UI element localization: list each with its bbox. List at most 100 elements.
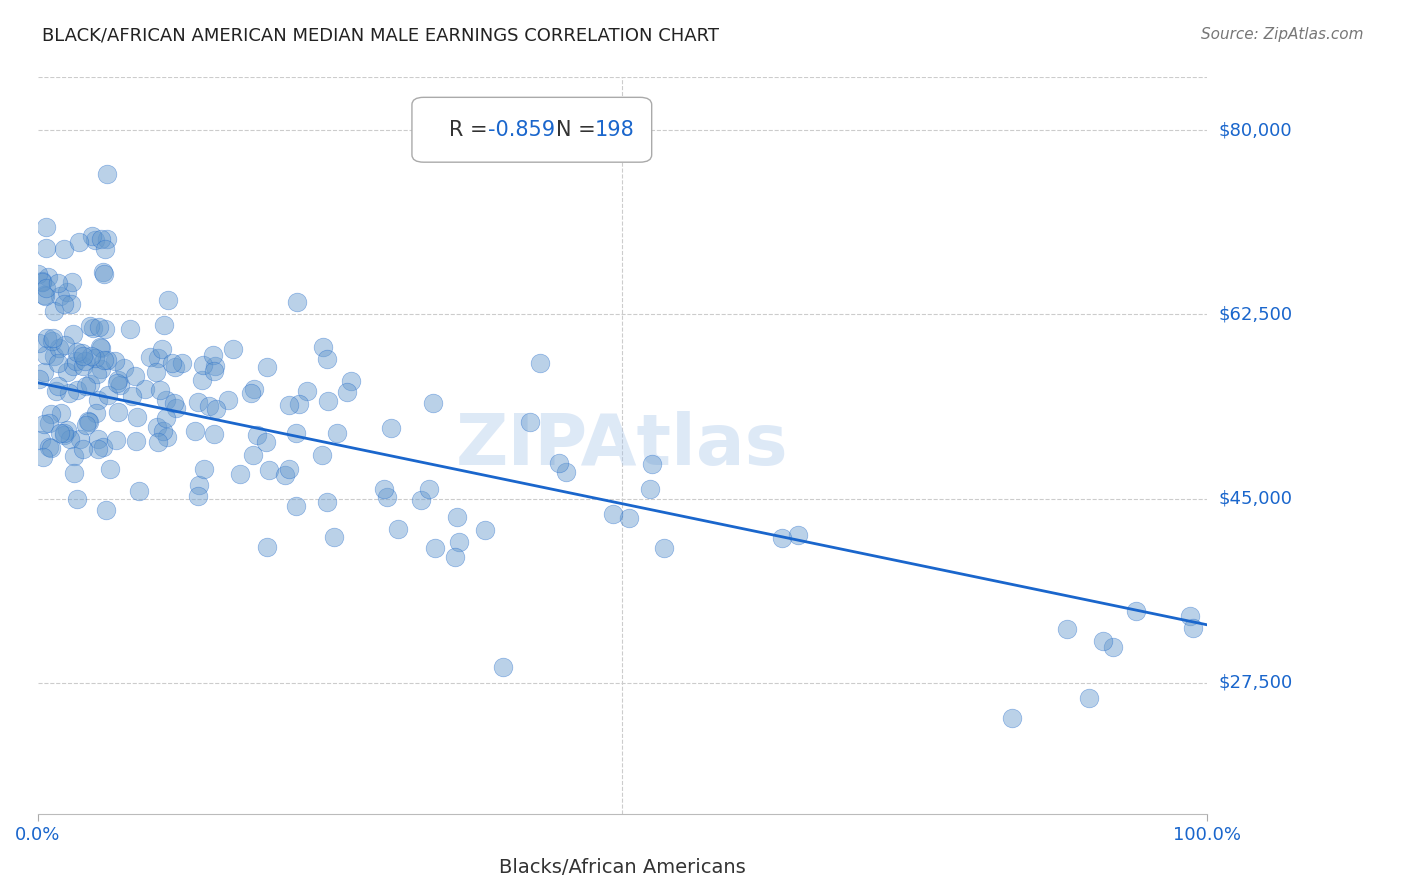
Point [56, 423, 79, 437]
Point [65, 491, 87, 506]
Point [31, 276, 53, 290]
Point [312, 340, 335, 354]
Point [41, 334, 63, 348]
Point [46, 379, 69, 393]
Point [186, 489, 208, 503]
Point [193, 461, 215, 475]
Point [787, 528, 810, 542]
Point [107, 372, 129, 386]
Point [311, 448, 333, 462]
Point [1001, 711, 1024, 725]
Text: 198: 198 [595, 120, 634, 140]
Point [204, 359, 226, 374]
Point [274, 467, 297, 482]
Text: ZIPAtlas: ZIPAtlas [456, 411, 789, 481]
Point [316, 394, 339, 409]
Point [75, 379, 97, 393]
Point [184, 424, 207, 438]
Text: BLACK/AFRICAN AMERICAN MEDIAN MALE EARNINGS CORRELATION CHART: BLACK/AFRICAN AMERICAN MEDIAN MALE EARNI… [42, 27, 720, 45]
Point [67, 235, 90, 249]
Point [447, 535, 470, 549]
Point [242, 448, 264, 462]
Point [35, 281, 58, 295]
Point [204, 401, 226, 416]
Point [191, 358, 214, 372]
Point [39, 407, 62, 421]
Point [86, 442, 108, 456]
Point [128, 484, 150, 499]
Point [56, 365, 79, 379]
Point [62, 450, 84, 464]
Point [28, 336, 51, 351]
Point [59, 297, 82, 311]
Point [42, 331, 65, 345]
Point [93, 267, 115, 281]
Point [124, 434, 146, 448]
Point [409, 493, 432, 508]
Point [97, 387, 120, 401]
Point [108, 378, 131, 392]
Point [256, 541, 278, 555]
Text: -0.859: -0.859 [488, 120, 555, 140]
Point [35, 219, 58, 234]
Point [65, 354, 87, 368]
Point [79, 349, 101, 363]
Point [60, 275, 83, 289]
Point [297, 384, 319, 398]
Point [46, 277, 69, 291]
Point [124, 369, 146, 384]
Point [32, 365, 55, 379]
Point [187, 395, 209, 409]
Point [288, 397, 311, 411]
Point [49, 426, 72, 441]
Point [70, 346, 93, 360]
Point [121, 389, 143, 403]
Point [62, 359, 84, 374]
Point [38, 440, 60, 454]
Point [79, 319, 101, 334]
Point [323, 531, 346, 545]
Point [134, 382, 156, 396]
Point [62, 327, 84, 342]
Point [529, 356, 551, 370]
Point [277, 399, 299, 413]
Point [446, 510, 468, 524]
Point [187, 478, 209, 492]
Point [72, 442, 94, 456]
Point [1092, 634, 1115, 648]
Point [96, 353, 118, 368]
Point [375, 490, 398, 504]
Point [285, 425, 308, 440]
Point [418, 482, 440, 496]
Point [49, 288, 72, 302]
Point [1181, 621, 1204, 635]
Text: $27,500: $27,500 [1219, 673, 1292, 691]
Text: $45,000: $45,000 [1219, 490, 1292, 508]
Point [1056, 622, 1078, 636]
Point [152, 424, 174, 438]
Point [91, 441, 114, 455]
Point [387, 523, 409, 537]
Point [139, 350, 162, 364]
Point [156, 430, 179, 444]
Point [380, 421, 402, 435]
Point [90, 361, 112, 376]
Point [191, 374, 214, 388]
Point [82, 321, 104, 335]
Point [58, 385, 80, 400]
Point [48, 341, 70, 355]
Point [325, 425, 347, 440]
Point [84, 351, 107, 365]
Point [239, 385, 262, 400]
Point [146, 351, 169, 365]
Point [519, 415, 541, 429]
Point [423, 541, 446, 555]
Point [155, 411, 177, 425]
Point [112, 360, 135, 375]
Point [59, 432, 82, 446]
Point [162, 356, 184, 370]
Point [148, 434, 170, 449]
Point [35, 330, 58, 344]
Point [35, 241, 58, 255]
Point [202, 364, 225, 378]
